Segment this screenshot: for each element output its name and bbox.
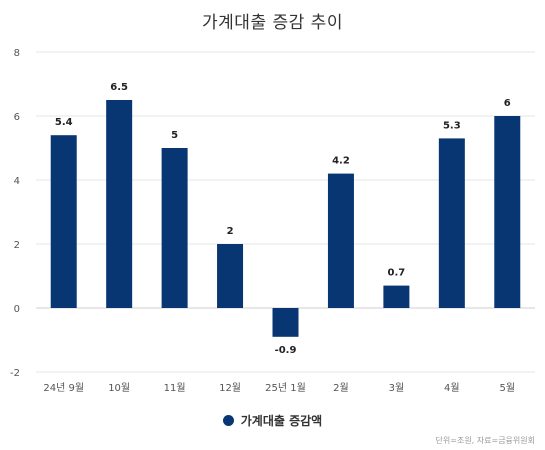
legend-label: 가계대출 증감액 [240,414,323,428]
data-label: -0.9 [275,345,297,356]
y-tick-label: 0 [14,304,20,315]
bar [383,285,410,308]
data-label: 5 [171,130,178,141]
x-tick-label: 2월 [333,382,349,394]
data-label: 4.2 [332,156,350,167]
x-tick-label: 5월 [499,382,515,394]
legend: 가계대출 증감액 [0,412,545,429]
bar [50,135,77,308]
data-label: 2 [227,226,234,237]
bar [327,173,354,308]
y-tick-label: 6 [14,112,20,123]
chart-title: 가계대출 증감 추이 [202,13,343,33]
legend-swatch [222,415,234,426]
bar [438,138,465,308]
bar [494,116,521,308]
x-tick-label: 10월 [108,382,130,394]
x-tick-label: 24년 9월 [43,382,84,394]
x-tick-label: 12월 [219,382,241,394]
bar [217,244,244,308]
bar [106,100,133,308]
data-label: 5.4 [55,117,73,128]
data-label: 5.3 [443,120,461,131]
bar [161,148,188,308]
x-tick-label: 25년 1월 [265,382,306,394]
x-tick-label: 4월 [444,382,460,394]
data-label: 6.5 [110,82,128,93]
x-tick-label: 3월 [389,382,405,394]
source-note: 단위=조원, 자료=금융위원회 [435,436,535,445]
data-label: 0.7 [388,268,406,279]
y-tick-label: 2 [14,240,20,251]
y-tick-label: -2 [10,368,20,379]
bar [272,308,299,337]
y-tick-label: 4 [14,176,20,187]
x-tick-label: 11월 [164,382,186,394]
data-label: 6 [504,98,511,109]
y-tick-label: 8 [14,48,20,59]
